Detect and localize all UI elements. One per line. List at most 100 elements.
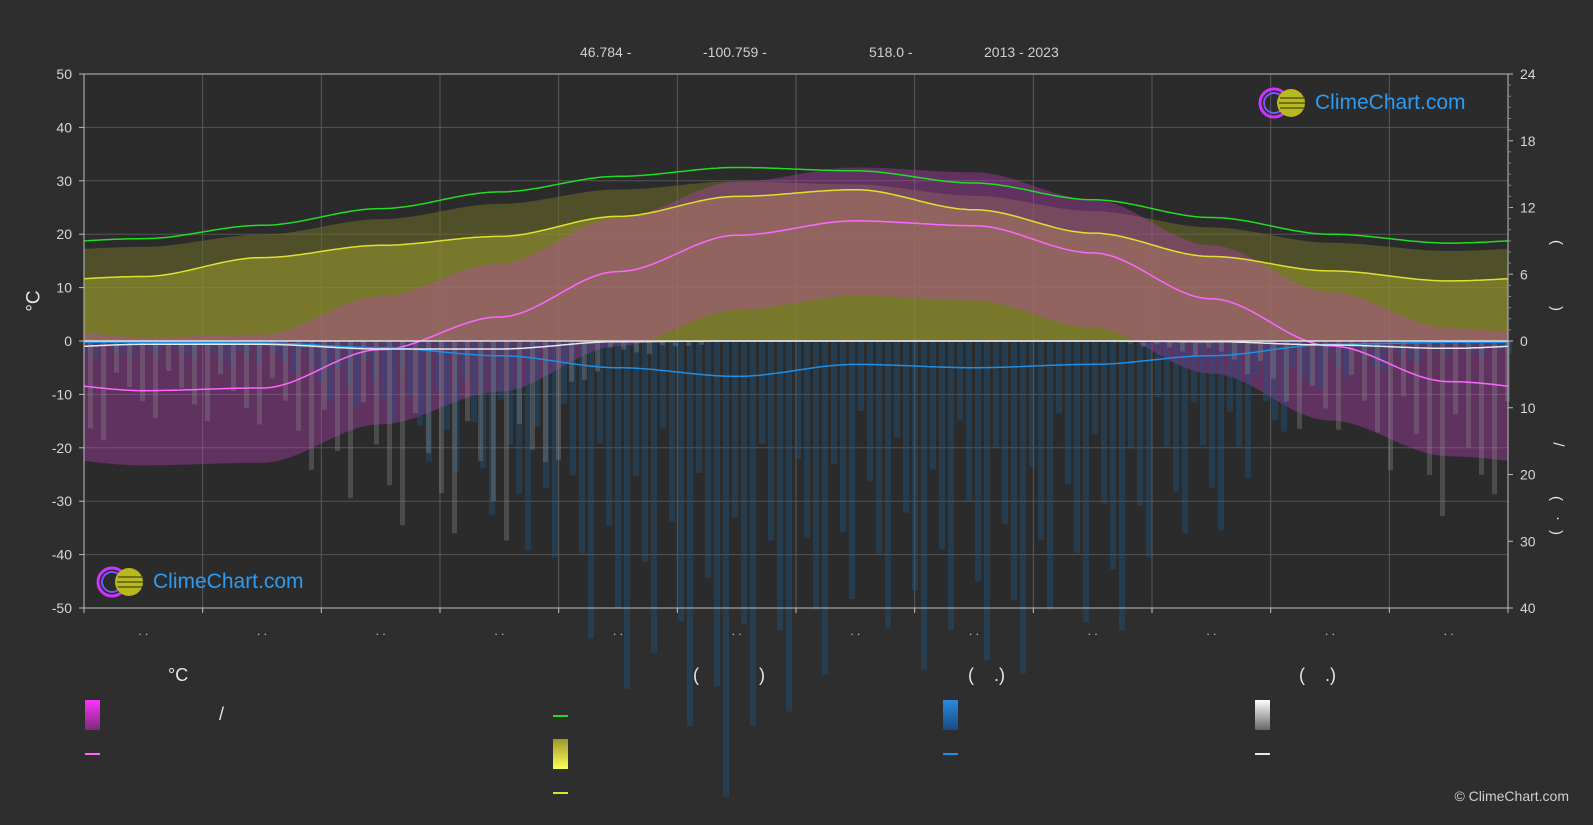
snow-bar xyxy=(335,341,340,451)
rain-bar xyxy=(1398,341,1404,356)
rain-bar xyxy=(723,341,729,797)
rain-bar xyxy=(120,341,126,355)
rain-bar xyxy=(309,341,315,367)
snow-bar xyxy=(88,341,93,429)
snow-bar xyxy=(1401,341,1406,397)
rain-bar xyxy=(831,341,837,465)
daylight-line xyxy=(83,166,1509,244)
rain-bar xyxy=(1281,341,1287,432)
rain-bar xyxy=(615,341,621,608)
snow-bar xyxy=(1154,341,1159,345)
rain-bar xyxy=(147,341,153,352)
month-label: . . xyxy=(732,624,742,638)
rain-bar xyxy=(1029,341,1035,468)
snow-bar xyxy=(140,341,145,402)
rain-bar xyxy=(714,341,720,687)
rain-bar xyxy=(939,341,945,550)
rain-bar xyxy=(1380,341,1386,372)
rain-bar xyxy=(1020,341,1026,674)
sunshine-line xyxy=(83,188,1509,282)
rain-bar xyxy=(435,341,441,392)
rain-bar xyxy=(570,341,576,476)
rain-bar xyxy=(777,341,783,631)
snow-bar xyxy=(621,341,626,350)
rain-bar xyxy=(1245,341,1251,479)
snow-bar xyxy=(517,341,522,425)
month-label: . . xyxy=(969,624,979,638)
rain-bar xyxy=(975,341,981,582)
snow-bar xyxy=(153,341,158,418)
rain-bar xyxy=(642,341,648,562)
snow-bar xyxy=(439,341,444,494)
rain-bar xyxy=(957,341,963,421)
rain-bar xyxy=(1083,341,1089,623)
rain-bar xyxy=(507,341,513,445)
rain-bar xyxy=(219,341,225,360)
month-label: . . xyxy=(376,624,386,638)
rain-bar xyxy=(246,341,252,357)
snow-bar xyxy=(556,341,561,461)
legend-title-rain: ( .) xyxy=(968,665,1005,685)
rain-bar xyxy=(1200,341,1206,446)
snow-bar xyxy=(400,341,405,526)
month-label: . . xyxy=(1444,624,1454,638)
snow-bar xyxy=(1414,341,1419,435)
rain-bar xyxy=(1506,341,1512,355)
y2-lower-tick-label: 40 xyxy=(1520,600,1536,616)
rain-bar xyxy=(237,341,243,351)
rain-bar xyxy=(444,341,450,430)
snow-bar xyxy=(1297,341,1302,429)
rain-bar xyxy=(660,341,666,429)
rain-bar xyxy=(741,341,747,624)
rain-bar xyxy=(1254,341,1260,376)
rain-bar xyxy=(894,341,900,438)
legend-title-sun: ( ) xyxy=(693,665,765,685)
rain-bar xyxy=(129,341,135,359)
rain-bar xyxy=(471,341,477,423)
rain-bar xyxy=(480,341,486,469)
rain-bar xyxy=(1425,341,1431,349)
y-tick-label: -20 xyxy=(52,440,72,456)
right-axis-paren-bottom2: ) xyxy=(1548,530,1565,535)
rain-bar xyxy=(327,341,333,402)
rain-bar xyxy=(1461,341,1467,350)
rain-bar xyxy=(498,341,504,400)
rain-bar xyxy=(1227,341,1233,412)
snow-bar xyxy=(1453,341,1458,415)
rain-bar xyxy=(1317,341,1323,390)
rain-bar xyxy=(1002,341,1008,525)
month-label: . . xyxy=(257,624,267,638)
snow-bar xyxy=(465,341,470,422)
rain-bar xyxy=(1299,341,1305,378)
snow-bar xyxy=(1128,341,1133,344)
rain-bar xyxy=(822,341,828,675)
snow-bar xyxy=(114,341,119,373)
y-axis-label: °C xyxy=(23,290,45,312)
rain-bar xyxy=(840,341,846,533)
rain-bar xyxy=(462,341,468,380)
snow-bar xyxy=(348,341,353,499)
rain-bar xyxy=(1497,341,1503,351)
rain-bar xyxy=(1218,341,1224,531)
right-axis-paren-bottom: ( xyxy=(1548,496,1565,501)
rain-bar xyxy=(561,341,567,405)
rain-bar xyxy=(1272,341,1278,421)
legend-slash: / xyxy=(219,704,225,724)
snow-bar xyxy=(218,341,223,375)
rain-bar xyxy=(1389,341,1395,351)
rain-bar xyxy=(1290,341,1296,367)
rain-bar xyxy=(174,341,180,350)
rain-bar xyxy=(156,341,162,356)
rain-bar xyxy=(921,341,927,670)
rain-bar xyxy=(885,341,891,628)
rain-bar xyxy=(390,341,396,423)
snow-bar xyxy=(1336,341,1341,430)
rain-bar xyxy=(1263,341,1269,402)
month-label: . . xyxy=(1325,624,1335,638)
rain-bar xyxy=(210,341,216,354)
rain-bar xyxy=(867,341,873,482)
rain-bar xyxy=(408,341,414,396)
snow-bar xyxy=(608,341,613,348)
rain-bar xyxy=(534,341,540,427)
snow-bar xyxy=(1284,341,1289,402)
